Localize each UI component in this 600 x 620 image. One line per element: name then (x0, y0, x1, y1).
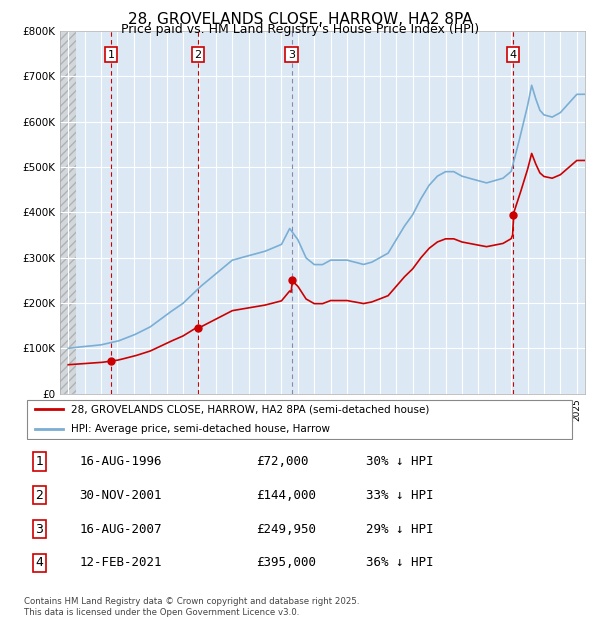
Text: 33% ↓ HPI: 33% ↓ HPI (366, 489, 434, 502)
Text: 4: 4 (509, 50, 517, 60)
Text: 28, GROVELANDS CLOSE, HARROW, HA2 8PA (semi-detached house): 28, GROVELANDS CLOSE, HARROW, HA2 8PA (s… (71, 404, 429, 414)
Text: 3: 3 (288, 50, 295, 60)
Text: 2: 2 (194, 50, 202, 60)
Text: 1: 1 (107, 50, 115, 60)
Text: Contains HM Land Registry data © Crown copyright and database right 2025.
This d: Contains HM Land Registry data © Crown c… (24, 598, 359, 617)
Text: 4: 4 (35, 556, 43, 569)
Text: 16-AUG-2007: 16-AUG-2007 (79, 523, 162, 536)
Text: 36% ↓ HPI: 36% ↓ HPI (366, 556, 434, 569)
Text: £144,000: £144,000 (256, 489, 316, 502)
Text: 12-FEB-2021: 12-FEB-2021 (79, 556, 162, 569)
Text: £395,000: £395,000 (256, 556, 316, 569)
Text: 28, GROVELANDS CLOSE, HARROW, HA2 8PA: 28, GROVELANDS CLOSE, HARROW, HA2 8PA (128, 12, 472, 27)
Text: 2: 2 (35, 489, 43, 502)
Text: HPI: Average price, semi-detached house, Harrow: HPI: Average price, semi-detached house,… (71, 424, 330, 434)
Text: Price paid vs. HM Land Registry's House Price Index (HPI): Price paid vs. HM Land Registry's House … (121, 23, 479, 36)
Bar (60, 31, 76, 394)
Text: 3: 3 (35, 523, 43, 536)
Text: 30% ↓ HPI: 30% ↓ HPI (366, 455, 434, 468)
Text: 29% ↓ HPI: 29% ↓ HPI (366, 523, 434, 536)
Text: 30-NOV-2001: 30-NOV-2001 (79, 489, 162, 502)
Text: £249,950: £249,950 (256, 523, 316, 536)
Text: 1: 1 (35, 455, 43, 468)
Text: £72,000: £72,000 (256, 455, 308, 468)
FancyBboxPatch shape (27, 400, 572, 438)
Text: 16-AUG-1996: 16-AUG-1996 (79, 455, 162, 468)
